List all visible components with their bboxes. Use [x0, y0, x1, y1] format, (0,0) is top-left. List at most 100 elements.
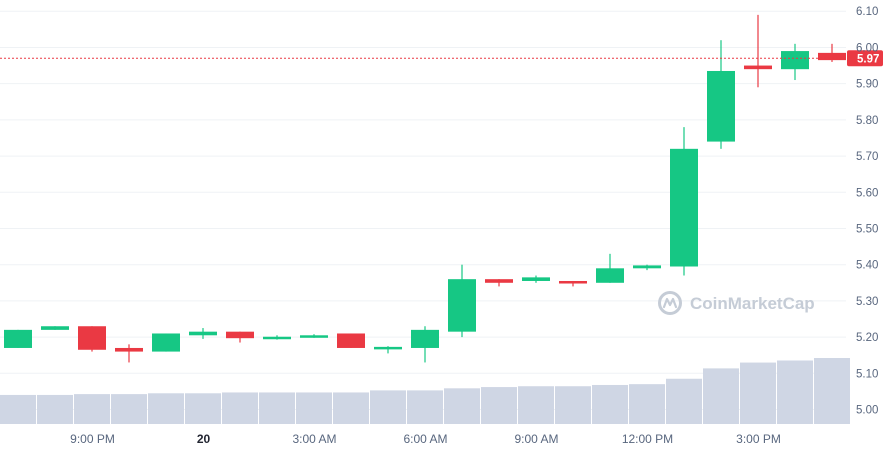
candle-down: [559, 280, 587, 287]
candle-up: [152, 333, 180, 352]
candle-up: [596, 253, 624, 283]
volume-bar: [444, 388, 480, 424]
candle-up: [707, 40, 735, 149]
volume-bars: [0, 358, 850, 424]
candle-down: [337, 333, 365, 348]
candle-body: [633, 265, 661, 269]
candle-down: [78, 326, 106, 352]
x-tick-label: 9:00 PM: [70, 432, 115, 446]
volume-bar: [222, 392, 258, 424]
volume-bar: [148, 393, 184, 424]
y-tick-label: 5.40: [856, 260, 878, 272]
y-tick-label: 5.30: [856, 296, 878, 308]
candles: [4, 14, 846, 363]
candle-body: [522, 277, 550, 281]
watermark-text: CoinMarketCap: [690, 294, 815, 313]
candle-body: [781, 51, 809, 70]
candle-up: [670, 127, 698, 276]
y-tick-label: 5.90: [856, 79, 878, 91]
coinmarketcap-logo-icon: [658, 291, 682, 315]
volume-bar: [777, 360, 813, 424]
watermark: CoinMarketCap: [658, 291, 815, 315]
candle-up: [448, 264, 476, 338]
current-price-line: 5.97: [0, 50, 883, 67]
x-axis: 9:00 PM 20 3:00 AM 6:00 AM 9:00 AM 12:00 PM 3:…: [70, 432, 781, 446]
volume-bar: [592, 384, 628, 424]
y-tick-label: 5.20: [856, 332, 878, 344]
candle-body: [115, 347, 143, 352]
volume-bar: [259, 392, 295, 424]
volume-bar: [814, 358, 850, 424]
candle-down: [226, 331, 254, 343]
candle-up: [189, 328, 217, 339]
candle-up: [263, 335, 291, 340]
candle-down: [744, 14, 772, 88]
x-tick-label: 9:00 AM: [514, 432, 558, 446]
volume-bar: [296, 392, 332, 424]
candle-body: [374, 346, 402, 350]
y-tick-label: 6.00: [856, 42, 878, 54]
volume-bar: [481, 387, 517, 424]
candle-up: [374, 346, 402, 354]
volume-bar: [370, 390, 406, 424]
candle-body: [559, 280, 587, 284]
y-tick-label: 5.10: [856, 368, 878, 380]
volume-bar: [74, 394, 110, 424]
candle-body: [300, 335, 328, 338]
volume-bar: [37, 394, 73, 424]
candle-body: [596, 268, 624, 283]
candle-body: [4, 329, 32, 348]
x-tick-label: 3:00 AM: [292, 432, 336, 446]
candle-down: [818, 43, 846, 62]
candle-body: [448, 279, 476, 332]
candle-body: [41, 326, 69, 330]
candle-body: [818, 52, 846, 61]
x-tick-label: 12:00 PM: [622, 432, 673, 446]
volume-bar: [703, 368, 739, 424]
candle-body: [78, 326, 106, 350]
volume-bar: [518, 386, 554, 424]
volume-bar: [185, 393, 221, 424]
candle-up: [4, 329, 32, 348]
candle-down: [485, 279, 513, 287]
y-tick-label: 5.50: [856, 223, 878, 235]
candle-up: [633, 264, 661, 271]
y-tick-label: 5.00: [856, 405, 878, 417]
current-price-tag: [847, 50, 883, 67]
x-tick-label: 20: [197, 432, 211, 446]
candle-body: [670, 148, 698, 267]
candle-up: [522, 275, 550, 283]
candle-body: [707, 70, 735, 142]
candle-body: [189, 331, 217, 336]
candle-body: [744, 65, 772, 70]
volume-bar: [666, 378, 702, 424]
y-tick-label: 5.80: [856, 115, 878, 127]
y-axis: 5.00 5.10 5.20 5.30 5.40 5.50 5.60 5.70 5.80 5.90…: [856, 6, 878, 416]
candle-body: [411, 329, 439, 348]
volume-bar: [740, 362, 776, 424]
candle-down: [115, 344, 143, 363]
grid-lines: [0, 10, 846, 411]
current-price-label: 5.97: [857, 53, 879, 65]
volume-bar: [407, 390, 443, 424]
candle-up: [300, 334, 328, 338]
candle-up: [411, 326, 439, 363]
volume-bar: [111, 394, 147, 424]
y-tick-label: 5.70: [856, 151, 878, 163]
candle-body: [152, 333, 180, 352]
candle-body: [226, 331, 254, 339]
y-tick-label: 5.60: [856, 187, 878, 199]
candle-body: [263, 336, 291, 340]
y-tick-label: 6.10: [856, 6, 878, 18]
volume-bar: [0, 394, 36, 424]
volume-bar: [629, 384, 665, 424]
candle-up: [41, 326, 69, 330]
x-tick-label: 6:00 AM: [403, 432, 447, 446]
candle-up: [781, 43, 809, 81]
x-tick-label: 3:00 PM: [736, 432, 781, 446]
candle-body: [337, 333, 365, 348]
candle-body: [485, 279, 513, 283]
volume-bar: [333, 392, 369, 424]
